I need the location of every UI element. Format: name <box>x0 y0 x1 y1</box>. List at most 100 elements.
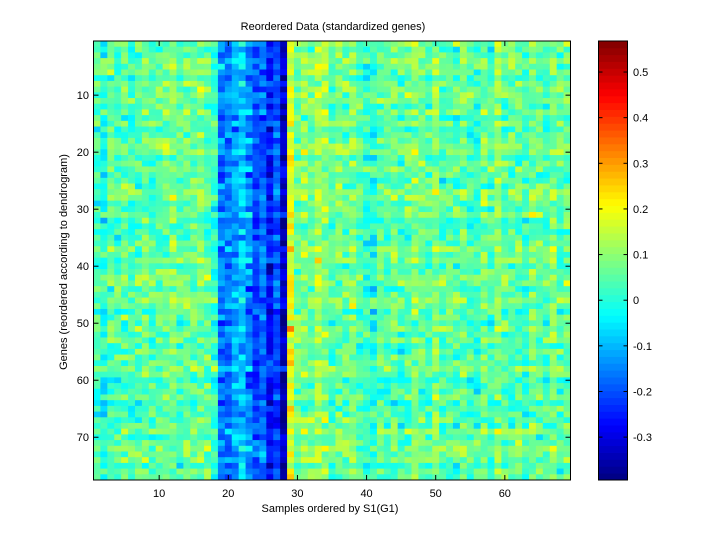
heatmap-cell <box>425 286 433 293</box>
heatmap-cell <box>300 109 309 116</box>
heatmap-cell <box>148 172 157 179</box>
heatmap-cell <box>349 371 357 378</box>
heatmap-cell <box>432 200 440 207</box>
heatmap-cell <box>107 109 115 116</box>
heatmap-cell <box>266 269 274 276</box>
heatmap-cell <box>425 440 433 447</box>
heatmap-cell <box>211 314 219 321</box>
heatmap-cell <box>155 451 164 458</box>
heatmap-cell <box>141 269 150 276</box>
heatmap-cell <box>307 445 316 452</box>
heatmap-cell <box>432 383 440 390</box>
heatmap-cell <box>321 137 329 145</box>
heatmap-cell <box>176 377 184 384</box>
heatmap-cell <box>404 377 412 384</box>
heatmap-cell <box>480 269 488 276</box>
heatmap-cell <box>473 98 482 105</box>
heatmap-cell <box>134 360 143 367</box>
heatmap-cell <box>466 120 475 127</box>
heatmap-cell <box>390 58 399 65</box>
heatmap-cell <box>411 69 419 76</box>
heatmap-cell <box>245 132 253 139</box>
heatmap-cell <box>204 52 212 59</box>
heatmap-cell <box>245 462 253 469</box>
heatmap-cell <box>473 155 482 162</box>
heatmap-cell <box>459 457 468 464</box>
heatmap-cell <box>266 223 274 230</box>
heatmap-cell <box>356 417 364 424</box>
heatmap-cell <box>169 388 177 395</box>
heatmap-cell <box>349 246 357 253</box>
heatmap-cell <box>300 160 309 167</box>
heatmap-cell <box>529 428 537 435</box>
heatmap-cell <box>121 80 129 88</box>
heatmap-cell <box>452 451 461 458</box>
heatmap-cell <box>376 462 385 469</box>
heatmap-cell <box>245 257 253 264</box>
heatmap-cell <box>204 440 212 447</box>
heatmap-cell <box>404 149 412 156</box>
heatmap-cell <box>459 320 468 327</box>
heatmap-cell <box>107 297 115 304</box>
heatmap-cell <box>176 115 184 122</box>
heatmap-cell <box>529 212 537 219</box>
heatmap-cell <box>217 377 226 384</box>
heatmap-cell <box>501 46 509 53</box>
heatmap-cell <box>307 63 316 70</box>
heatmap-cell <box>252 41 260 48</box>
heatmap-cell <box>259 257 267 264</box>
heatmap-cell <box>522 166 530 173</box>
heatmap-cell <box>252 75 260 82</box>
heatmap-cell <box>529 417 537 424</box>
heatmap-cell <box>273 166 281 173</box>
heatmap-cell <box>300 149 309 156</box>
heatmap-cell <box>404 183 412 190</box>
heatmap-cell <box>128 388 136 395</box>
heatmap-cell <box>376 326 385 333</box>
heatmap-cell <box>522 354 530 361</box>
heatmap-cell <box>397 103 405 110</box>
heatmap-cell <box>231 246 240 253</box>
heatmap-cell <box>114 234 122 241</box>
heatmap-cell <box>273 411 281 418</box>
heatmap-cell <box>273 183 281 190</box>
heatmap-cell <box>197 132 205 139</box>
heatmap-cell <box>245 149 253 156</box>
heatmap-cell <box>93 394 101 401</box>
heatmap-cell <box>473 234 482 241</box>
heatmap-cell <box>300 143 309 150</box>
heatmap-cell <box>411 212 419 219</box>
heatmap-cell <box>439 251 447 259</box>
heatmap-cell <box>273 229 281 236</box>
heatmap-cell <box>466 303 475 310</box>
heatmap-cell <box>141 200 150 207</box>
heatmap-cell <box>494 388 502 395</box>
heatmap-cell <box>128 411 136 418</box>
heatmap-cell <box>480 388 488 395</box>
heatmap-cell <box>197 308 205 316</box>
heatmap-cell <box>224 149 233 156</box>
heatmap-cell <box>397 326 405 333</box>
heatmap-cell <box>300 46 309 53</box>
heatmap-cell <box>141 137 150 145</box>
heatmap-cell <box>446 303 454 310</box>
heatmap-cell <box>508 206 516 213</box>
heatmap-cell <box>259 69 267 76</box>
heatmap-cell <box>134 354 143 361</box>
heatmap-cell <box>134 400 143 407</box>
heatmap-cell <box>300 98 309 105</box>
heatmap-cell <box>432 69 440 76</box>
heatmap-cell <box>155 75 164 82</box>
heatmap-cell <box>273 269 281 276</box>
heatmap-cell <box>231 155 240 162</box>
heatmap-cell <box>335 422 343 430</box>
heatmap-cell <box>480 69 488 76</box>
heatmap-cell <box>238 445 246 452</box>
heatmap-cell <box>176 343 184 350</box>
heatmap-cell <box>280 400 288 407</box>
heatmap-cell <box>370 149 378 156</box>
heatmap-cell <box>100 417 108 424</box>
heatmap-cell <box>217 194 226 202</box>
heatmap-cell <box>197 212 205 219</box>
heatmap-cell <box>300 58 309 65</box>
